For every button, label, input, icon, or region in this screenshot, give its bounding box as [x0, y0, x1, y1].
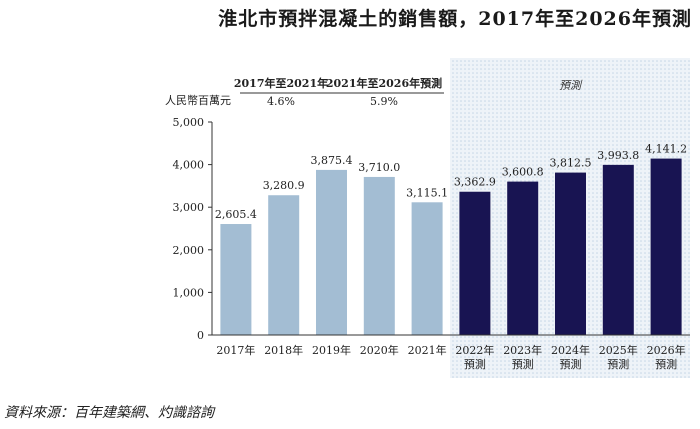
bar — [363, 176, 395, 335]
bar — [268, 195, 300, 335]
y-tick-label: 4,000 — [173, 159, 205, 172]
y-tick-label: 2,000 — [173, 244, 205, 257]
bar — [459, 191, 491, 335]
bars-group: 2,605.4 3,280.9 3,875.4 3,710.0 3,115.1 3,362… — [215, 143, 687, 335]
bar — [507, 181, 539, 335]
cagr-period-1: 2017年至2021年 — [234, 76, 328, 90]
y-tick-label: 3,000 — [173, 201, 205, 214]
bar-value-label: 3,362.9 — [454, 176, 496, 189]
bar — [602, 164, 634, 335]
y-tick-label: 0 — [197, 329, 204, 342]
x-tick-sublabel: 預測 — [464, 357, 486, 371]
x-tick-label: 2019年 — [312, 343, 351, 357]
x-tick-label: 2026年 — [647, 343, 686, 357]
bar — [411, 202, 443, 335]
bar-value-label: 3,993.8 — [597, 149, 639, 162]
bar-value-label: 3,812.5 — [550, 157, 592, 170]
cagr-value-2: 5.9% — [370, 95, 398, 108]
bar-value-label: 3,710.0 — [358, 161, 400, 174]
x-tick-label: 2017年 — [216, 343, 255, 357]
bar — [555, 172, 586, 335]
y-axis: 0 1,000 2,000 3,000 4,000 5,000 — [173, 116, 213, 342]
x-tick-label: 2020年 — [360, 343, 399, 357]
x-tick-sublabel: 預測 — [655, 357, 677, 371]
y-tick-label: 1,000 — [173, 286, 205, 299]
x-axis: 2017年 2018年 2019年 2020年 2021年 2022年預測2023年預測2… — [212, 334, 690, 371]
bar — [650, 158, 682, 335]
bar-value-label: 3,600.8 — [502, 166, 544, 179]
bar-value-label: 2,605.4 — [215, 208, 257, 221]
forecast-label: 預測 — [559, 79, 583, 92]
y-axis-unit-label: 人民幣百萬元 — [165, 94, 231, 107]
bar-value-label: 3,115.1 — [406, 186, 448, 199]
x-tick-sublabel: 預測 — [607, 357, 629, 371]
x-tick-sublabel: 預測 — [512, 357, 534, 371]
cagr-period-2: 2021年至2026年預測 — [326, 76, 442, 90]
x-tick-label: 2021年 — [408, 343, 447, 357]
x-tick-label: 2024年 — [551, 343, 590, 357]
cagr-value-1: 4.6% — [267, 95, 295, 108]
bar — [220, 224, 252, 335]
x-tick-label: 2018年 — [264, 343, 303, 357]
bar-value-label: 3,280.9 — [263, 179, 305, 192]
bar — [316, 169, 347, 335]
y-tick-label: 5,000 — [173, 116, 205, 129]
source-note: 資料來源：百年建築網、灼識諮詢 — [4, 405, 214, 421]
x-tick-sublabel: 預測 — [560, 357, 582, 371]
chart-title: 淮北市預拌混凝土的銷售額，2017年至2026年預測 — [218, 8, 692, 30]
bar-value-label: 4,141.2 — [645, 143, 687, 156]
bar-value-label: 3,875.4 — [311, 154, 353, 167]
x-tick-label: 2023年 — [503, 343, 542, 357]
x-tick-label: 2025年 — [599, 343, 638, 357]
x-tick-label: 2022年 — [455, 343, 494, 357]
